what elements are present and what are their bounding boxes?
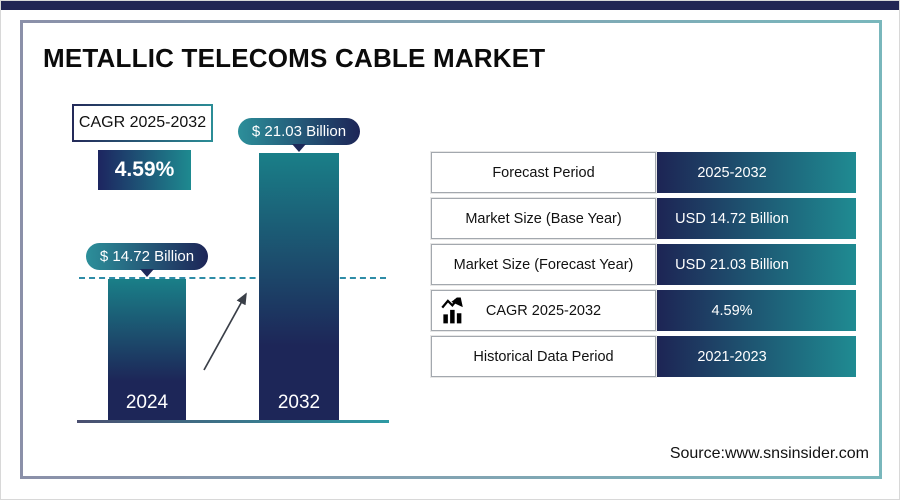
- row-label-market-size-base: Market Size (Base Year): [430, 197, 657, 240]
- row-value-cagr: 4.59%: [656, 290, 856, 331]
- cagr-label: CAGR 2025-2032: [78, 114, 207, 131]
- bar-2032: 2032: [259, 153, 339, 421]
- table-row: Market Size (Base Year) USD 14.72 Billio…: [430, 197, 856, 240]
- base-year-reference-line: [79, 277, 386, 279]
- row-value-market-size-base: USD 14.72 Billion: [656, 198, 856, 239]
- trend-chart-icon: [441, 297, 463, 323]
- row-value-market-size-forecast: USD 21.03 Billion: [656, 244, 856, 285]
- bar-2024-year-label: 2024: [125, 392, 169, 413]
- table-row: Historical Data Period 2021-2023: [430, 335, 856, 378]
- row-label-cagr: CAGR 2025-2032: [430, 289, 657, 332]
- callout-pointer: [140, 269, 154, 277]
- market-summary-table: Forecast Period 2025-2032 Market Size (B…: [430, 151, 856, 382]
- chart-baseline: [77, 420, 389, 423]
- row-label-market-size-forecast: Market Size (Forecast Year): [430, 243, 657, 286]
- top-accent-bar: [1, 1, 899, 10]
- bar-2032-value-text: $ 21.03 Billion: [251, 123, 347, 140]
- table-row: CAGR 2025-2032 4.59%: [430, 289, 856, 332]
- bar-2024: 2024: [108, 279, 186, 421]
- bar-2024-value-callout: $ 14.72 Billion: [86, 243, 208, 277]
- row-value-historical-period: 2021-2023: [656, 336, 856, 377]
- cagr-label-box: CAGR 2025-2032: [72, 104, 213, 142]
- page-title: METALLIC TELECOMS CABLE MARKET: [43, 43, 546, 73]
- bar-2032-year-label: 2032: [277, 392, 321, 413]
- row-value-forecast-period: 2025-2032: [656, 152, 856, 193]
- growth-arrow-icon: [203, 292, 247, 371]
- cagr-value-box: 4.59%: [98, 150, 191, 190]
- row-label-historical-period: Historical Data Period: [430, 335, 657, 378]
- row-label-cagr-text: CAGR 2025-2032: [485, 302, 602, 319]
- row-label-forecast-period: Forecast Period: [430, 151, 657, 194]
- bar-2032-value-callout: $ 21.03 Billion: [238, 118, 360, 152]
- callout-pointer: [292, 144, 306, 152]
- cagr-value: 4.59%: [114, 158, 175, 181]
- source-attribution: Source:www.snsinsider.com: [669, 445, 869, 462]
- bar-2024-value-text: $ 14.72 Billion: [99, 248, 195, 265]
- table-row: Forecast Period 2025-2032: [430, 151, 856, 194]
- table-row: Market Size (Forecast Year) USD 21.03 Bi…: [430, 243, 856, 286]
